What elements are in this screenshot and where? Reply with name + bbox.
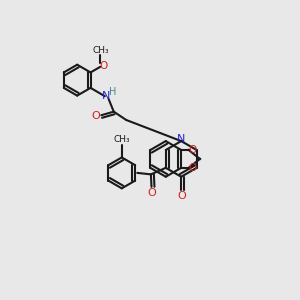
Text: O: O <box>92 111 100 121</box>
Text: CH₃: CH₃ <box>92 46 109 55</box>
Text: O: O <box>148 188 157 198</box>
Text: O: O <box>188 163 196 173</box>
Text: N: N <box>177 134 185 144</box>
Text: N: N <box>102 91 110 101</box>
Text: O: O <box>188 145 196 155</box>
Text: O: O <box>100 61 108 70</box>
Text: H: H <box>109 87 116 97</box>
Text: CH₃: CH₃ <box>113 135 130 144</box>
Text: O: O <box>178 191 187 201</box>
